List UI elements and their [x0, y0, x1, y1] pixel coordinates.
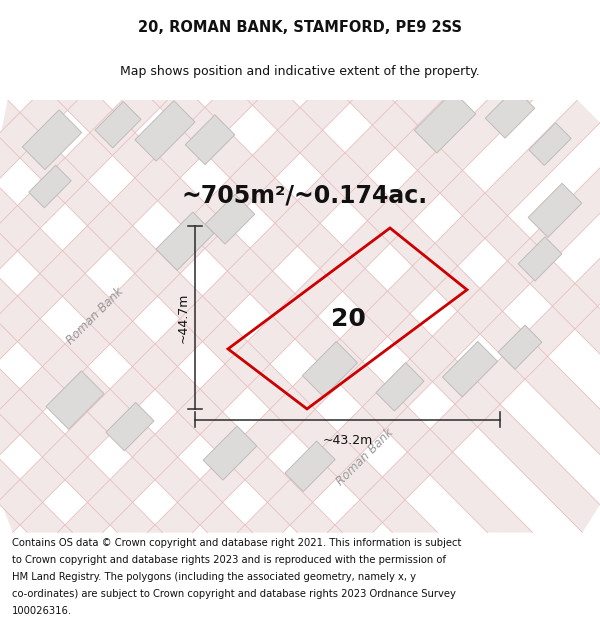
- Polygon shape: [529, 122, 571, 166]
- Text: 20, ROMAN BANK, STAMFORD, PE9 2SS: 20, ROMAN BANK, STAMFORD, PE9 2SS: [138, 21, 462, 36]
- Polygon shape: [247, 100, 600, 454]
- Polygon shape: [0, 188, 343, 532]
- Text: 100026316.: 100026316.: [12, 606, 72, 616]
- Polygon shape: [148, 100, 600, 532]
- Text: co-ordinates) are subject to Crown copyright and database rights 2023 Ordnance S: co-ordinates) are subject to Crown copyr…: [12, 589, 456, 599]
- Polygon shape: [0, 100, 353, 454]
- Polygon shape: [0, 278, 253, 532]
- Polygon shape: [22, 110, 82, 169]
- Polygon shape: [328, 258, 600, 532]
- Polygon shape: [0, 100, 257, 359]
- Polygon shape: [185, 115, 235, 164]
- Polygon shape: [135, 101, 195, 161]
- Polygon shape: [58, 100, 533, 532]
- Polygon shape: [442, 341, 497, 397]
- Polygon shape: [485, 88, 535, 138]
- Text: Roman Bank: Roman Bank: [334, 426, 396, 489]
- Polygon shape: [0, 369, 163, 532]
- Polygon shape: [203, 426, 257, 480]
- Polygon shape: [528, 183, 582, 238]
- Text: ~705m²/~0.174ac.: ~705m²/~0.174ac.: [182, 183, 428, 208]
- Text: Contains OS data © Crown copyright and database right 2021. This information is : Contains OS data © Crown copyright and d…: [12, 538, 461, 548]
- Polygon shape: [152, 100, 600, 532]
- Text: HM Land Registry. The polygons (including the associated geometry, namely x, y: HM Land Registry. The polygons (includin…: [12, 572, 416, 582]
- Text: ~43.2m: ~43.2m: [322, 434, 373, 447]
- Polygon shape: [347, 100, 600, 354]
- Polygon shape: [0, 100, 437, 532]
- Text: 20: 20: [331, 307, 365, 331]
- Polygon shape: [0, 100, 443, 532]
- Polygon shape: [376, 362, 424, 411]
- Polygon shape: [29, 165, 71, 208]
- Polygon shape: [0, 100, 167, 269]
- Polygon shape: [205, 194, 255, 244]
- Polygon shape: [238, 168, 600, 532]
- Text: to Crown copyright and database rights 2023 and is reproduced with the permissio: to Crown copyright and database rights 2…: [12, 555, 446, 565]
- Polygon shape: [106, 402, 154, 451]
- Polygon shape: [302, 341, 358, 397]
- Text: ~44.7m: ~44.7m: [177, 292, 190, 342]
- Polygon shape: [58, 100, 533, 532]
- Polygon shape: [0, 100, 77, 178]
- Polygon shape: [156, 212, 214, 271]
- Polygon shape: [518, 237, 562, 281]
- Polygon shape: [0, 459, 73, 532]
- Polygon shape: [46, 371, 104, 429]
- Text: Map shows position and indicative extent of the property.: Map shows position and indicative extent…: [120, 66, 480, 79]
- Text: Roman Bank: Roman Bank: [64, 285, 126, 348]
- Polygon shape: [95, 102, 141, 148]
- Polygon shape: [414, 91, 476, 153]
- Polygon shape: [498, 325, 542, 369]
- Polygon shape: [285, 441, 335, 491]
